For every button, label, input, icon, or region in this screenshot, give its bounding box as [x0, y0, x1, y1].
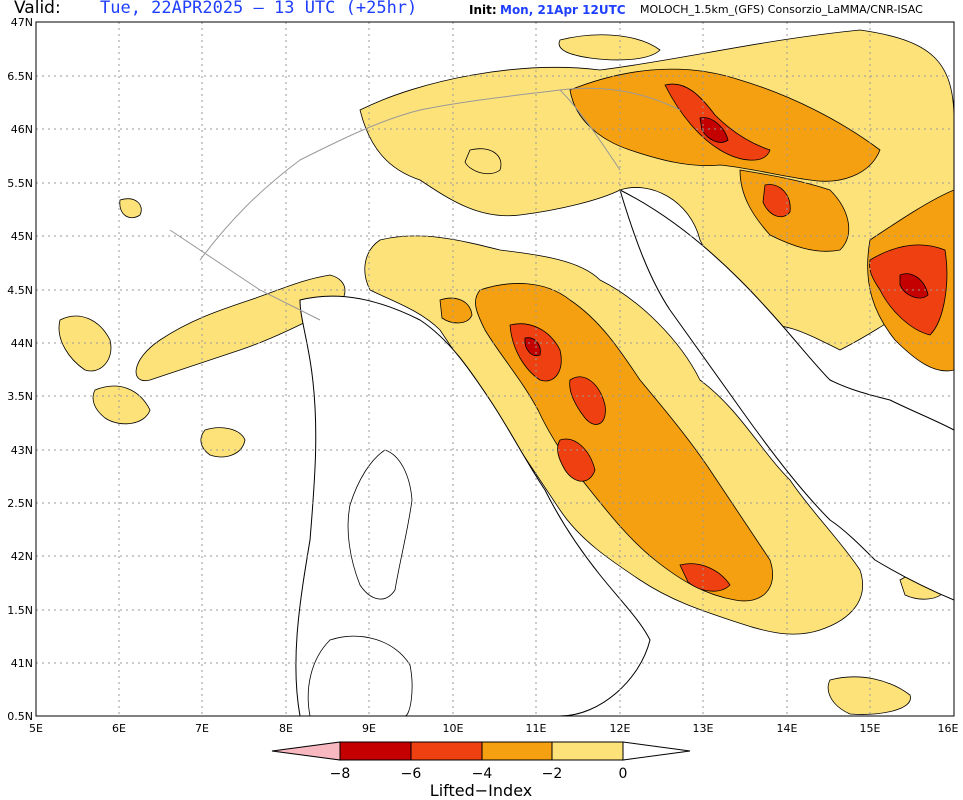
- lon-label: 6E: [112, 722, 126, 735]
- model-info: MOLOCH_1.5km_(GFS) Consorzio_LaMMA/CNR-I…: [640, 3, 923, 16]
- colorbar-segment: [551, 741, 624, 761]
- lon-label: 16E: [938, 722, 959, 735]
- lat-label: 46N: [11, 123, 33, 136]
- lon-axis: 5E 6E 7E 8E 9E 10E 11E 12E 13E 14E 15E 1…: [29, 722, 958, 735]
- colorbar-tick-label: −6: [401, 766, 422, 782]
- lat-label: 43N: [11, 444, 33, 457]
- init-time: Mon, 21Apr 12UTC: [500, 3, 626, 17]
- colorbar: −8 −6 −4 −2 0 Lifted−Index: [271, 741, 691, 800]
- colorbar-segment: [339, 741, 412, 761]
- lon-label: 14E: [777, 722, 798, 735]
- colorbar-tick-label: −2: [542, 766, 563, 782]
- valid-label: Valid:: [14, 0, 61, 18]
- lat-axis: 47N 6.5N 46N 5.5N 45N 4.5N 44N 3.5N 43N …: [7, 16, 33, 723]
- colorbar-segment: [622, 741, 691, 761]
- lat-label: 2.5N: [7, 497, 33, 510]
- lat-label: 4.5N: [7, 284, 33, 297]
- map-frame: [35, 21, 955, 717]
- lat-label: 44N: [11, 337, 33, 350]
- lat-lon-grid: [36, 22, 954, 716]
- lon-label: 7E: [195, 722, 209, 735]
- lat-label: 6.5N: [7, 70, 33, 83]
- lat-label: 47N: [11, 16, 33, 29]
- valid-time: Tue, 22APR2025 – 13 UTC (+25hr): [100, 0, 418, 18]
- colorbar-segment: [410, 741, 483, 761]
- map-area: [36, 22, 954, 716]
- lat-label: 5.5N: [7, 177, 33, 190]
- colorbar-segment: [271, 741, 341, 761]
- lon-label: 10E: [443, 722, 464, 735]
- lon-label: 13E: [693, 722, 714, 735]
- lon-label: 5E: [29, 722, 43, 735]
- header: Valid: Tue, 22APR2025 – 13 UTC (+25hr) I…: [0, 0, 963, 20]
- lon-label: 8E: [279, 722, 293, 735]
- colorbar-tick-label: −8: [330, 766, 351, 782]
- colorbar-segment: [481, 741, 553, 761]
- colorbar-title: Lifted−Index: [430, 781, 532, 800]
- lon-label: 15E: [860, 722, 881, 735]
- init-label: Init:: [469, 3, 497, 17]
- islands: [307, 449, 413, 716]
- lat-label: 45N: [11, 230, 33, 243]
- li-class-6-8: [524, 117, 929, 357]
- colorbar-tick-label: 0: [619, 766, 628, 782]
- colorbar-tick-label: −4: [472, 766, 493, 782]
- lat-label: 0.5N: [7, 710, 33, 723]
- li-class-4-6: [509, 83, 948, 592]
- lat-label: 41N: [11, 657, 33, 670]
- lon-label: 9E: [362, 722, 376, 735]
- lat-label: 3.5N: [7, 390, 33, 403]
- lat-label: 1.5N: [7, 604, 33, 617]
- lon-label: 12E: [610, 722, 631, 735]
- lat-label: 42N: [11, 550, 33, 563]
- lon-label: 11E: [526, 722, 547, 735]
